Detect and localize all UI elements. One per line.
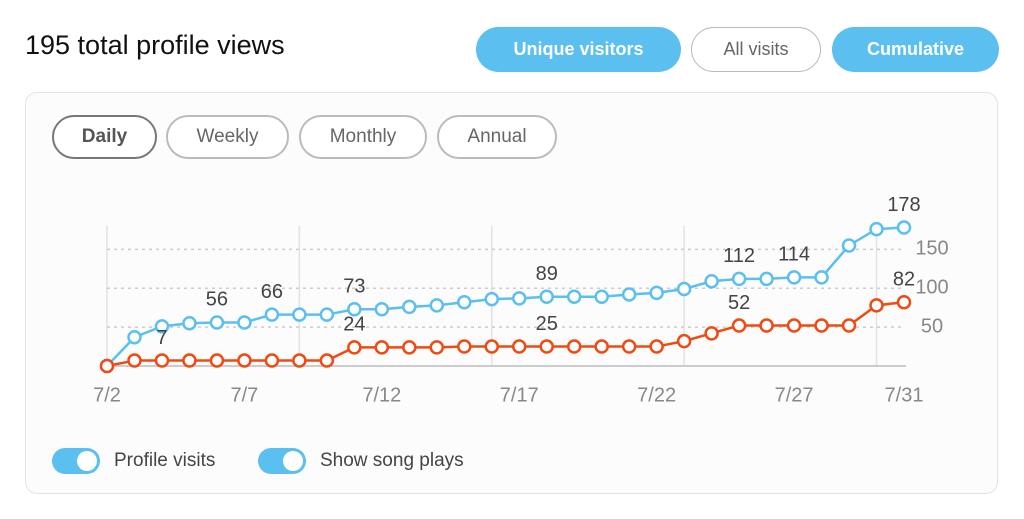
data-point [154, 319, 170, 334]
series-line [106, 300, 905, 368]
data-point [429, 340, 445, 355]
data-point [484, 339, 500, 354]
data-point [731, 318, 747, 333]
song-plays-toggle[interactable] [258, 448, 306, 474]
data-point [731, 271, 747, 287]
data-point [127, 329, 142, 345]
data-point [566, 339, 582, 354]
data-point [237, 353, 252, 368]
data-point [182, 353, 197, 368]
data-point [182, 315, 197, 331]
x-tick-label: 7/2 [93, 384, 121, 406]
data-label: 52 [728, 292, 750, 314]
data-point [621, 287, 637, 302]
profile-visits-toggle[interactable] [52, 448, 100, 474]
data-point [869, 221, 884, 237]
y-tick-label: 150 [915, 238, 948, 260]
data-label: 82 [893, 269, 915, 291]
data-point [484, 291, 500, 307]
data-label: 112 [723, 245, 755, 267]
x-tick-label: 7/22 [637, 384, 676, 406]
data-point [237, 315, 252, 330]
data-label: 25 [536, 313, 558, 335]
data-point [841, 318, 857, 333]
y-tick-label: 100 [915, 277, 948, 299]
data-point [814, 270, 829, 285]
data-point [154, 353, 170, 368]
data-point [621, 339, 637, 354]
data-point [539, 339, 554, 354]
x-tick-label: 7/12 [362, 384, 401, 406]
data-point [347, 301, 362, 317]
data-point [704, 273, 719, 289]
data-label: 73 [343, 276, 365, 298]
x-tick-label: 7/17 [500, 384, 539, 406]
toggle-label: Show song plays [320, 450, 464, 471]
data-point [896, 220, 912, 235]
data-point [292, 307, 307, 322]
data-point [759, 318, 774, 333]
weekly-tab[interactable]: Weekly [166, 115, 289, 159]
data-point [594, 289, 609, 305]
data-point [457, 294, 472, 310]
data-point [896, 294, 912, 310]
data-point [457, 339, 472, 354]
data-point [319, 353, 335, 368]
data-point [264, 307, 280, 322]
data-point [374, 340, 390, 355]
data-point [347, 340, 362, 355]
data-point [786, 318, 802, 333]
data-point [704, 326, 719, 341]
data-point [649, 285, 664, 301]
data-label: 178 [887, 194, 920, 216]
x-tick-label: 7/27 [775, 384, 814, 406]
annual-tab[interactable]: Annual [437, 115, 557, 159]
data-point [374, 301, 390, 317]
data-point [511, 339, 527, 354]
data-point [402, 340, 417, 355]
data-point [209, 353, 225, 368]
data-point [99, 358, 115, 374]
data-point [869, 298, 884, 313]
unique-visitors-button[interactable]: Unique visitors [476, 27, 681, 72]
data-label: 66 [261, 281, 283, 303]
y-tick-label: 50 [921, 315, 943, 337]
data-point [814, 318, 829, 333]
data-label: 24 [343, 314, 365, 336]
x-tick-label: 7/31 [885, 384, 924, 406]
monthly-tab[interactable]: Monthly [299, 115, 427, 159]
chart-card [25, 92, 998, 494]
data-label: 89 [536, 263, 558, 285]
data-point [594, 339, 609, 354]
cumulative-button[interactable]: Cumulative [832, 27, 999, 72]
data-point [319, 307, 335, 322]
data-point [209, 315, 225, 330]
all-visits-button[interactable]: All visits [691, 27, 821, 72]
data-point [649, 339, 664, 354]
x-tick-label: 7/7 [231, 384, 259, 406]
data-point [676, 281, 692, 297]
data-point [786, 270, 802, 285]
data-label: 7 [156, 327, 167, 349]
data-point [566, 289, 582, 305]
data-point [264, 353, 280, 368]
data-point [841, 238, 857, 253]
data-point [759, 271, 774, 287]
data-label: 56 [206, 289, 228, 311]
data-point [676, 333, 692, 349]
data-point [539, 289, 554, 305]
data-point [429, 298, 445, 313]
data-point [292, 353, 307, 368]
daily-tab[interactable]: Daily [52, 115, 157, 159]
data-label: 114 [778, 244, 810, 266]
data-point [127, 353, 142, 368]
toggle-label: Profile visits [114, 450, 216, 471]
page-title: 195 total profile views [25, 30, 285, 60]
data-point [402, 299, 417, 315]
data-point [511, 291, 527, 306]
